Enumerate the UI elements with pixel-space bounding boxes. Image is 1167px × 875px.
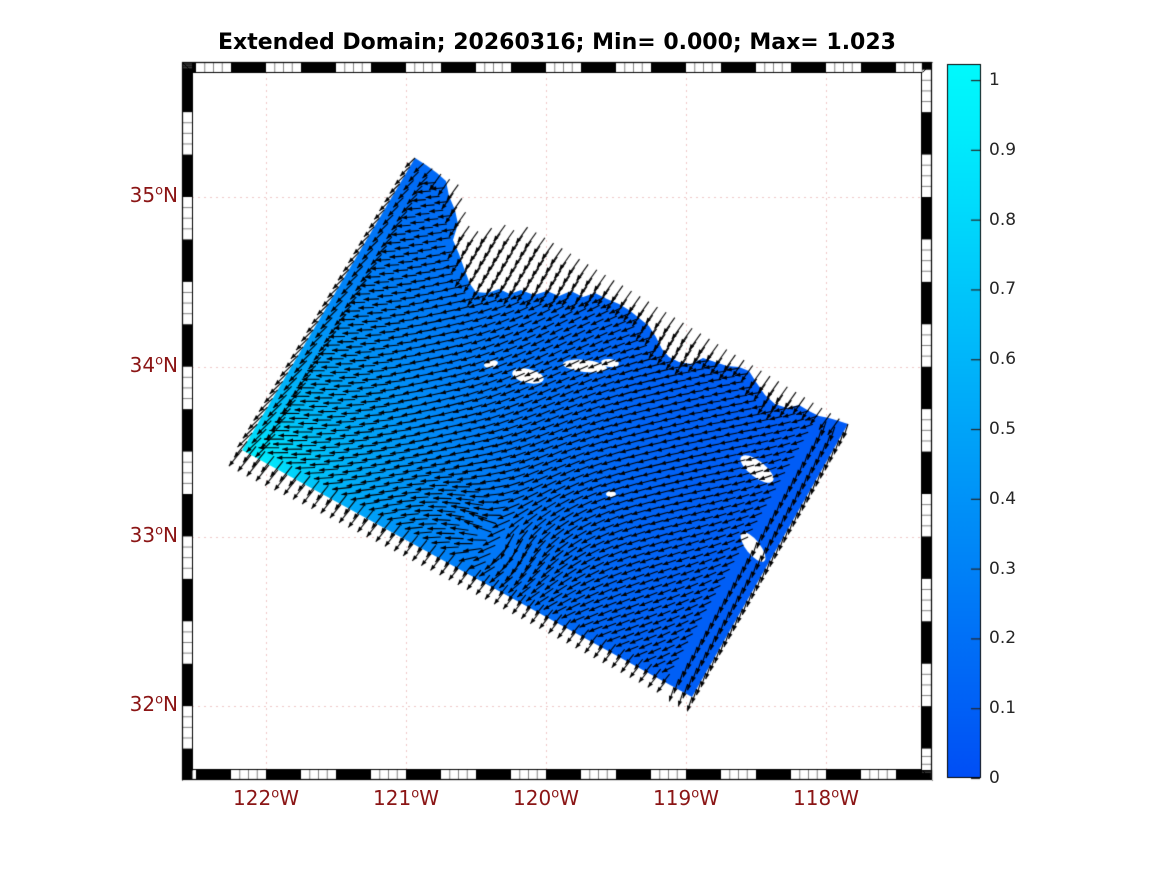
lon-tick-label: 119oW — [653, 786, 719, 810]
colorbar-tick-label: 0.7 — [989, 279, 1017, 300]
lon-tick-label: 121oW — [373, 786, 439, 810]
lat-tick-label: 34oN — [129, 353, 178, 377]
colorbar-tick-label: 0.9 — [989, 139, 1017, 160]
lon-tick-label: 118oW — [793, 786, 859, 810]
lon-tick-label: 122oW — [233, 786, 299, 810]
lon-tick-label: 120oW — [513, 786, 579, 810]
lat-tick-label: 35oN — [129, 183, 178, 207]
colorbar-tick-label: 1 — [989, 70, 1000, 91]
colorbar-tick-label: 0.8 — [989, 209, 1017, 230]
colorbar-tick-label: 0.2 — [989, 628, 1017, 649]
colorbar-tick-label: 0.6 — [989, 349, 1017, 370]
colorbar-tick-label: 0.5 — [989, 419, 1017, 440]
lat-tick-label: 32oN — [129, 692, 178, 716]
colorbar-tick-label: 0.4 — [989, 488, 1017, 509]
colorbar-tick-label: 0.1 — [989, 698, 1017, 719]
lat-tick-label: 33oN — [129, 523, 178, 547]
colorbar-tick-label: 0.3 — [989, 558, 1017, 579]
colorbar-tick-label: 0 — [989, 768, 1000, 788]
plot-title: Extended Domain; 20260316; Min= 0.000; M… — [218, 30, 896, 55]
